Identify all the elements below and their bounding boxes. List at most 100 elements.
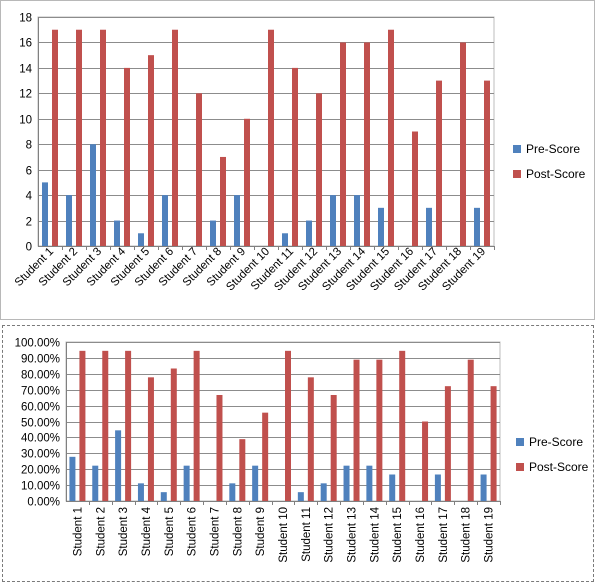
post-score-bar xyxy=(148,55,154,246)
post-score-bar xyxy=(388,29,394,246)
y-tick-label: 80.00% xyxy=(21,370,60,382)
pre-score-bar xyxy=(378,207,384,246)
post-score-bar xyxy=(422,421,429,501)
post-score-bar xyxy=(460,42,466,246)
x-tick-label: Student 2 xyxy=(95,507,107,556)
y-tick-label: 70.00% xyxy=(21,386,60,398)
x-tick-label: Student 9 xyxy=(255,507,267,556)
post-score-bar xyxy=(490,386,497,501)
post-score-bar xyxy=(444,386,451,501)
pre-score-bar xyxy=(252,465,259,501)
x-tick-label: Student 12 xyxy=(324,507,336,563)
post-score-bar xyxy=(262,412,269,501)
y-tick-label: 30.00% xyxy=(21,449,60,461)
post-score-bar xyxy=(292,67,298,246)
post-score-bar xyxy=(196,93,202,246)
x-tick-label: Student 18 xyxy=(461,507,473,563)
pre-score-bar xyxy=(282,233,288,246)
pre-score-bar xyxy=(474,207,480,246)
post-score-bar xyxy=(353,359,360,501)
legend-label-pre-score: Pre-Score xyxy=(529,435,583,449)
post-score-bar xyxy=(124,67,130,246)
pre-score-bar xyxy=(69,456,76,501)
y-tick-label: 8 xyxy=(26,140,32,152)
y-tick-label: 14 xyxy=(19,64,32,76)
y-tick-label: 4 xyxy=(26,191,33,203)
post-score-bar xyxy=(125,350,132,501)
percent-chart: 0.00% 10.00% 20.00% 30.00% 40.00% 50.00% 60.00… xyxy=(15,338,589,563)
post-score-bar xyxy=(376,359,383,501)
legend-label-pre-score: Pre-Score xyxy=(526,142,580,156)
pre-score-bar xyxy=(354,195,360,246)
post-score-bar xyxy=(239,439,246,501)
post-score-bar xyxy=(100,29,106,246)
y-tick-label: 40.00% xyxy=(21,433,60,445)
post-score-bar xyxy=(172,29,178,246)
pre-score-bar xyxy=(234,195,240,246)
pre-score-bar xyxy=(343,465,350,501)
post-score-bar xyxy=(484,80,490,246)
pre-score-bar xyxy=(480,474,487,501)
y-tick-label: 6 xyxy=(26,166,32,178)
pre-score-bar xyxy=(366,465,373,501)
pre-score-bar xyxy=(389,474,396,501)
post-score-bar xyxy=(268,29,274,246)
post-score-bar xyxy=(52,29,58,246)
pre-score-bar xyxy=(434,474,441,501)
legend-swatch-pre-score xyxy=(516,438,524,446)
pre-score-bar xyxy=(320,483,327,501)
y-tick-label: 10 xyxy=(19,115,32,127)
post-score-bar xyxy=(220,156,226,246)
chart-panel-percent: 0.00% 10.00% 20.00% 30.00% 40.00% 50.00% 60.00… xyxy=(2,325,594,582)
x-tick-label: Student 13 xyxy=(347,507,359,563)
post-score-bar xyxy=(79,350,86,501)
x-tick-label: Student 19 xyxy=(484,507,496,563)
post-score-bar xyxy=(244,118,250,246)
post-score-bar xyxy=(170,368,177,501)
x-tick-label: Student 7 xyxy=(209,507,221,556)
pre-score-bar xyxy=(162,195,168,246)
post-score-bar xyxy=(102,350,109,501)
y-tick-label: 12 xyxy=(19,89,32,101)
y-tick-label: 100.00% xyxy=(15,338,60,350)
y-tick-label: 10.00% xyxy=(21,481,60,493)
pre-score-bar xyxy=(137,483,144,501)
post-score-bar xyxy=(147,377,154,501)
post-score-bar xyxy=(330,394,337,501)
post-score-bar xyxy=(285,350,291,501)
y-tick-label: 50.00% xyxy=(21,418,60,430)
x-tick-label: Student 10 xyxy=(278,507,290,563)
legend-swatch-post-score xyxy=(516,463,524,471)
post-score-bar xyxy=(307,377,314,501)
post-score-bar xyxy=(193,350,200,501)
y-tick-label: 0.00% xyxy=(27,497,60,509)
pre-score-bar xyxy=(90,144,96,246)
post-score-bar xyxy=(399,350,406,501)
pre-score-bar xyxy=(229,483,236,501)
legend-swatch-post-score xyxy=(513,170,521,178)
pre-score-bar xyxy=(66,195,72,246)
x-tick-label: Student 4 xyxy=(141,506,153,556)
pre-score-bar xyxy=(138,233,144,246)
pre-score-bar xyxy=(160,492,167,501)
post-score-bar xyxy=(76,29,82,246)
y-tick-label: 2 xyxy=(26,217,32,229)
x-tick-label: Student 11 xyxy=(301,507,313,562)
post-score-bar xyxy=(216,394,223,501)
x-tick-label: Student 3 xyxy=(118,507,130,556)
y-tick-label: 20.00% xyxy=(21,465,60,477)
plot-area xyxy=(37,16,495,247)
x-tick-label: Student 16 xyxy=(415,507,427,563)
pre-score-bar xyxy=(183,465,190,501)
y-tick-label: 16 xyxy=(19,38,32,50)
x-tick-label: Student 1 xyxy=(72,507,84,556)
post-score-bar xyxy=(412,131,418,246)
post-score-bar xyxy=(316,93,322,246)
legend-swatch-pre-score xyxy=(513,145,521,153)
pre-score-bar xyxy=(330,195,336,246)
y-tick-label: 60.00% xyxy=(21,402,60,414)
pre-score-bar xyxy=(115,430,122,501)
x-tick-label: Student 8 xyxy=(232,507,244,556)
post-score-bar xyxy=(436,80,442,246)
